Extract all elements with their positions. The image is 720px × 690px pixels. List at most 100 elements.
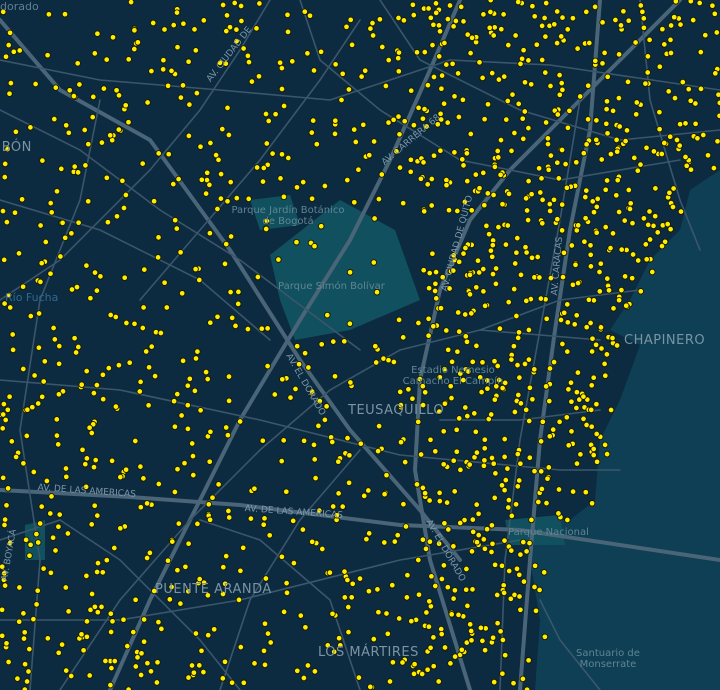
map-point[interactable] (24, 406, 31, 413)
map-point[interactable] (632, 111, 640, 118)
map-point[interactable] (468, 548, 476, 555)
map-point[interactable] (191, 387, 199, 395)
map-point[interactable] (83, 618, 91, 625)
map-point[interactable] (414, 418, 422, 426)
map-point[interactable] (536, 586, 543, 594)
map-point[interactable] (610, 305, 617, 312)
map-point[interactable] (254, 273, 262, 281)
map-point[interactable] (106, 132, 114, 139)
map-point[interactable] (494, 147, 501, 155)
map-point[interactable] (430, 323, 437, 330)
map-point[interactable] (432, 268, 440, 276)
map-point[interactable] (640, 15, 648, 22)
map-point[interactable] (587, 319, 594, 327)
map-point[interactable] (499, 384, 506, 392)
map-point[interactable] (437, 116, 445, 123)
map-point[interactable] (599, 60, 606, 67)
map-point[interactable] (386, 678, 394, 685)
map-point[interactable] (346, 269, 354, 276)
map-point[interactable] (472, 428, 480, 436)
map-point[interactable] (637, 161, 644, 168)
map-point[interactable] (311, 242, 318, 250)
map-point[interactable] (525, 124, 532, 132)
map-point[interactable] (489, 270, 497, 278)
map-point[interactable] (427, 436, 434, 444)
map-point[interactable] (294, 667, 301, 675)
map-point[interactable] (62, 465, 70, 472)
map-point[interactable] (587, 242, 594, 249)
map-point[interactable] (593, 458, 601, 466)
map-point[interactable] (251, 660, 258, 667)
map-point[interactable] (651, 212, 659, 220)
map-point[interactable] (194, 520, 201, 528)
map-point[interactable] (200, 17, 208, 24)
map-point[interactable] (514, 234, 521, 242)
map-point[interactable] (15, 618, 23, 625)
map-point[interactable] (544, 140, 552, 148)
map-point[interactable] (284, 28, 292, 36)
map-point[interactable] (125, 56, 132, 63)
map-point[interactable] (272, 110, 279, 118)
map-point[interactable] (419, 536, 427, 543)
map-point[interactable] (228, 314, 236, 322)
map-point[interactable] (4, 406, 12, 414)
map-point[interactable] (432, 448, 439, 455)
map-point[interactable] (505, 190, 513, 198)
map-point[interactable] (460, 18, 467, 25)
map-point[interactable] (266, 532, 273, 539)
map-point[interactable] (537, 468, 545, 475)
map-point[interactable] (155, 150, 162, 157)
map-point[interactable] (590, 208, 598, 216)
map-point[interactable] (563, 184, 571, 192)
map-point[interactable] (174, 465, 181, 473)
map-point[interactable] (0, 563, 6, 570)
map-point[interactable] (431, 287, 439, 295)
map-point[interactable] (567, 379, 575, 386)
map-point[interactable] (495, 223, 502, 231)
map-point[interactable] (514, 450, 522, 458)
map-point[interactable] (39, 157, 46, 164)
map-point[interactable] (263, 217, 271, 225)
map-point[interactable] (456, 519, 464, 527)
map-point[interactable] (466, 461, 473, 468)
map-point[interactable] (381, 539, 388, 546)
map-point[interactable] (97, 273, 104, 280)
map-point[interactable] (410, 11, 418, 19)
map-point[interactable] (426, 598, 433, 605)
map-point[interactable] (145, 402, 152, 409)
map-point[interactable] (539, 220, 546, 227)
map-point[interactable] (385, 356, 392, 364)
map-point[interactable] (188, 440, 196, 447)
map-point[interactable] (203, 169, 211, 177)
map-point[interactable] (535, 165, 543, 172)
map-point[interactable] (289, 58, 296, 65)
map-point[interactable] (94, 559, 102, 567)
map-point[interactable] (556, 91, 564, 99)
map-point[interactable] (658, 242, 666, 250)
map-point[interactable] (588, 500, 596, 507)
map-point[interactable] (345, 86, 353, 93)
map-point[interactable] (602, 372, 609, 379)
map-point[interactable] (421, 48, 429, 56)
map-point[interactable] (484, 377, 491, 384)
map-point[interactable] (154, 254, 162, 261)
map-point[interactable] (428, 202, 435, 209)
map-point[interactable] (497, 171, 504, 179)
map-point[interactable] (517, 551, 524, 558)
map-point[interactable] (498, 562, 506, 570)
map-point[interactable] (480, 462, 488, 470)
map-point[interactable] (480, 536, 488, 543)
map-point[interactable] (644, 53, 652, 60)
map-point[interactable] (225, 373, 233, 380)
map-point[interactable] (511, 129, 518, 137)
map-point[interactable] (436, 28, 444, 35)
map-point[interactable] (115, 361, 123, 369)
map-point[interactable] (41, 358, 49, 365)
map-point[interactable] (148, 343, 155, 350)
map-point[interactable] (26, 645, 33, 653)
map-point[interactable] (140, 638, 148, 645)
map-point[interactable] (451, 93, 458, 100)
map-point[interactable] (47, 510, 54, 517)
map-point[interactable] (85, 140, 92, 148)
map-point[interactable] (625, 186, 633, 194)
